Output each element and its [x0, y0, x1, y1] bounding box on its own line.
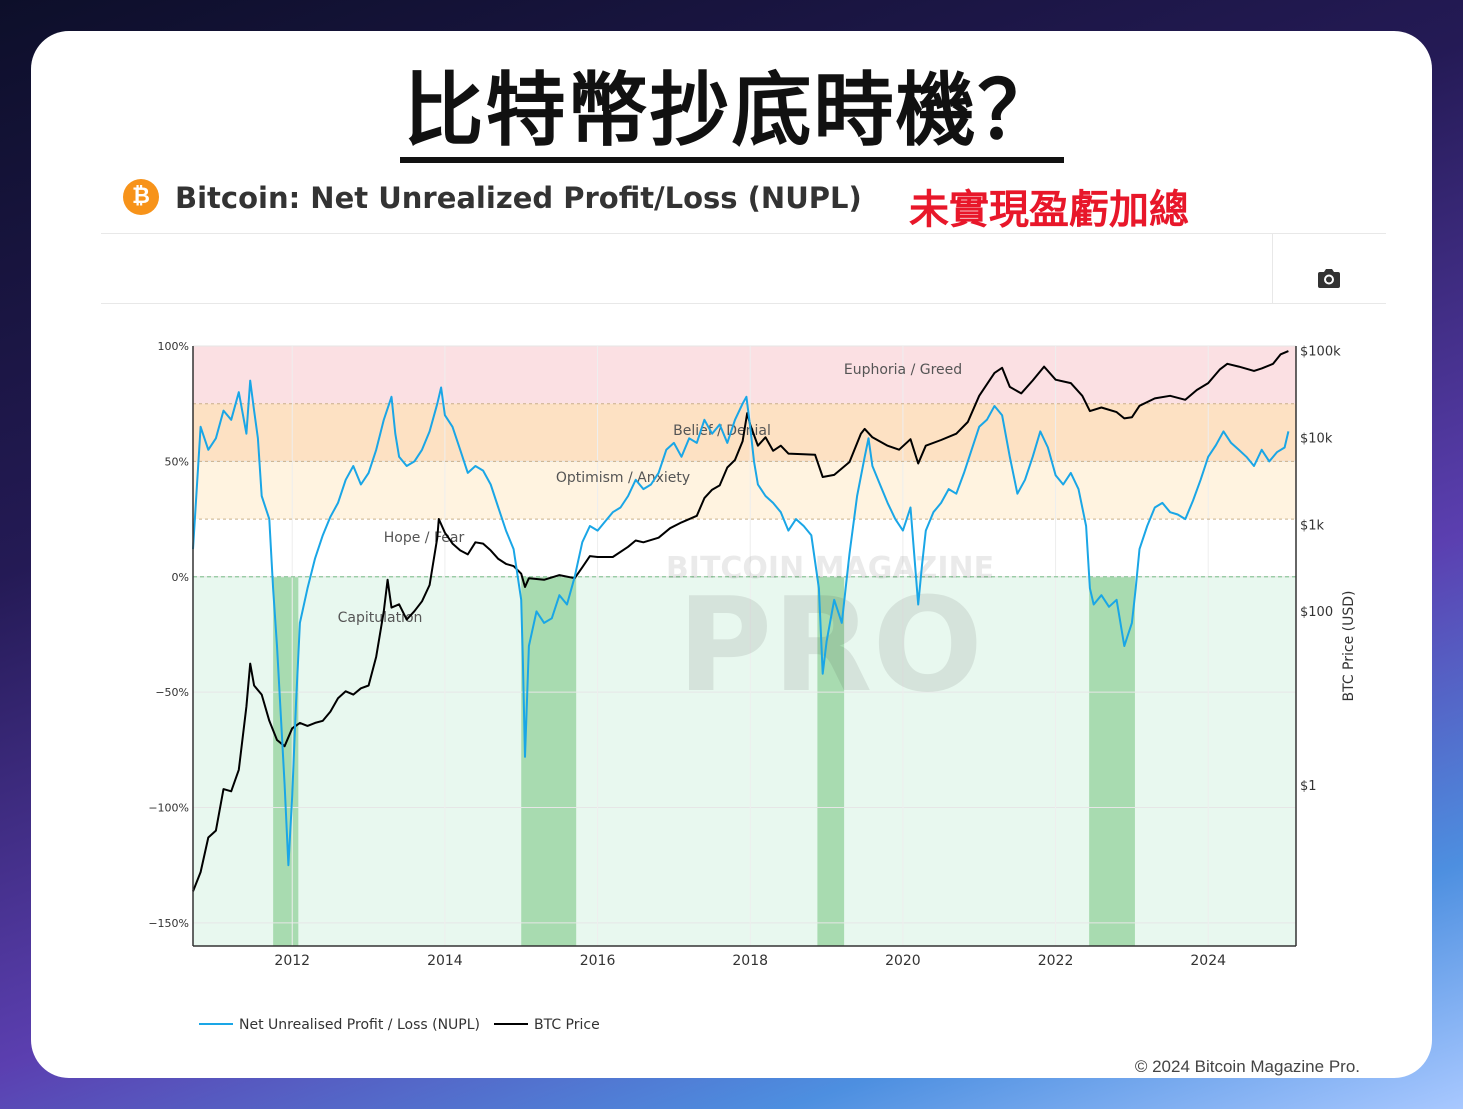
watermark-line1: BITCOIN MAGAZINE — [666, 551, 994, 586]
zone-label: Capitulation — [338, 610, 423, 626]
copyright: © 2024 Bitcoin Magazine Pro. — [1134, 1057, 1360, 1076]
axes: 100% 50% 0% −50% −100% −150% $100k $10k $1k $100 $… — [148, 340, 1357, 969]
divider — [101, 233, 1386, 234]
y-right-tick-label: $100k — [1300, 344, 1341, 359]
zone-label: Hope / Fear — [384, 530, 465, 546]
chart-subtitle: 未實現盈虧加總 — [909, 187, 1189, 233]
legend-label[interactable]: BTC Price — [534, 1017, 600, 1033]
zone-label: Euphoria / Greed — [844, 362, 962, 378]
y-left-tick-label: −50% — [155, 686, 189, 699]
nupl-line — [192, 379, 1290, 867]
zone-label: Optimism / Anxiety — [556, 470, 690, 486]
y-right-tick-label: $10k — [1300, 431, 1333, 446]
x-tick-label: 2018 — [732, 953, 768, 969]
y-left-tick-label: 50% — [165, 455, 189, 468]
x-tick-label: 2020 — [885, 953, 921, 969]
grid — [193, 345, 1296, 946]
y-left-tick-label: −100% — [148, 802, 189, 815]
x-tick-label: 2014 — [427, 953, 463, 969]
bitcoin-logo-icon: ₿ — [123, 179, 159, 215]
series-lines — [192, 350, 1290, 892]
camera-icon[interactable] — [1317, 267, 1341, 289]
zone-band — [193, 461, 1296, 520]
y-right-tick-label: $1 — [1300, 779, 1317, 794]
x-tick-label: 2012 — [274, 953, 310, 969]
divider — [101, 303, 1386, 304]
bottom-period — [521, 576, 577, 946]
zone-band — [193, 519, 1296, 577]
page-title: 比特幣抄底時機？ — [31, 71, 1432, 163]
legend: Net Unrealised Profit / Loss (NUPL) BTC P… — [199, 1017, 600, 1033]
x-tick-label: 2016 — [580, 953, 616, 969]
watermark-line2: PRO — [677, 569, 983, 721]
y-left-tick-label: 0% — [172, 571, 189, 584]
y-right-tick-label: $100 — [1300, 605, 1333, 620]
btc-price-line — [192, 350, 1289, 892]
x-tick-label: 2022 — [1038, 953, 1074, 969]
x-tick-label: 2024 — [1190, 953, 1226, 969]
y-left-tick-label: −150% — [148, 917, 189, 930]
zone-band — [193, 346, 1296, 404]
y-right-axis-title: BTC Price (USD) — [1341, 590, 1357, 701]
legend-label[interactable]: Net Unrealised Profit / Loss (NUPL) — [239, 1017, 480, 1033]
y-left-tick-label: 100% — [158, 340, 189, 353]
watermark: BITCOIN MAGAZINE PRO — [666, 551, 994, 721]
divider — [1272, 234, 1273, 303]
chart-title: Bitcoin: Net Unrealized Profit/Loss (NUP… — [175, 181, 862, 215]
y-right-tick-label: $1k — [1300, 518, 1325, 533]
